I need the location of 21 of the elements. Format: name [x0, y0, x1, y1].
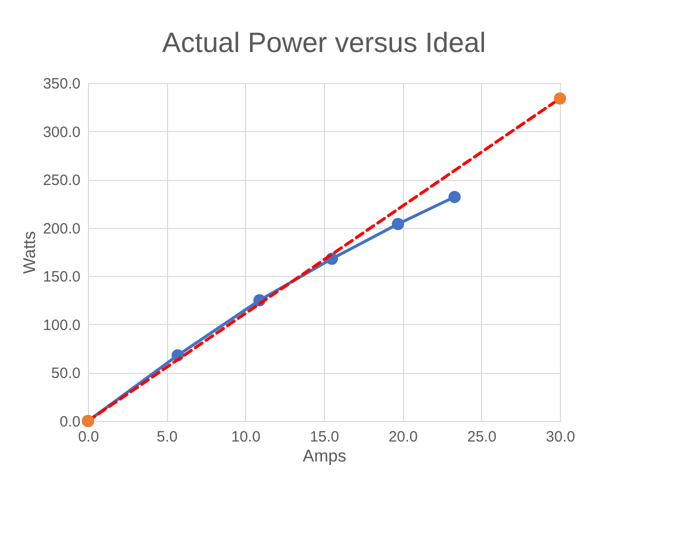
point	[392, 218, 404, 230]
y-tick-label: 100.0	[42, 316, 80, 334]
y-tick-label: 150.0	[42, 268, 80, 286]
x-tick-label: 15.0	[310, 428, 340, 446]
y-tick-label: 200.0	[42, 220, 80, 238]
y-axis-title: Watts	[20, 231, 39, 274]
point	[554, 92, 566, 105]
point	[448, 190, 461, 204]
y-tick-label: 50.0	[51, 365, 80, 382]
x-tick-label: 30.0	[546, 428, 576, 446]
x-tick-label: 10.0	[231, 428, 260, 446]
x-tick-label: 25.0	[467, 428, 496, 446]
x-tick-label: 0.0	[78, 428, 99, 446]
x-tick-label: 5.0	[156, 428, 178, 446]
y-tick-label: 350.0	[42, 76, 80, 92]
y-tick-label: 250.0	[42, 172, 80, 190]
x-tick-label: 20.0	[388, 428, 418, 446]
y-tick-label: 0.0	[60, 414, 80, 430]
chart-title: Actual Power versus Ideal	[162, 27, 486, 58]
x-axis-title: Amps	[302, 446, 346, 466]
y-tick-label: 300.0	[42, 124, 80, 141]
